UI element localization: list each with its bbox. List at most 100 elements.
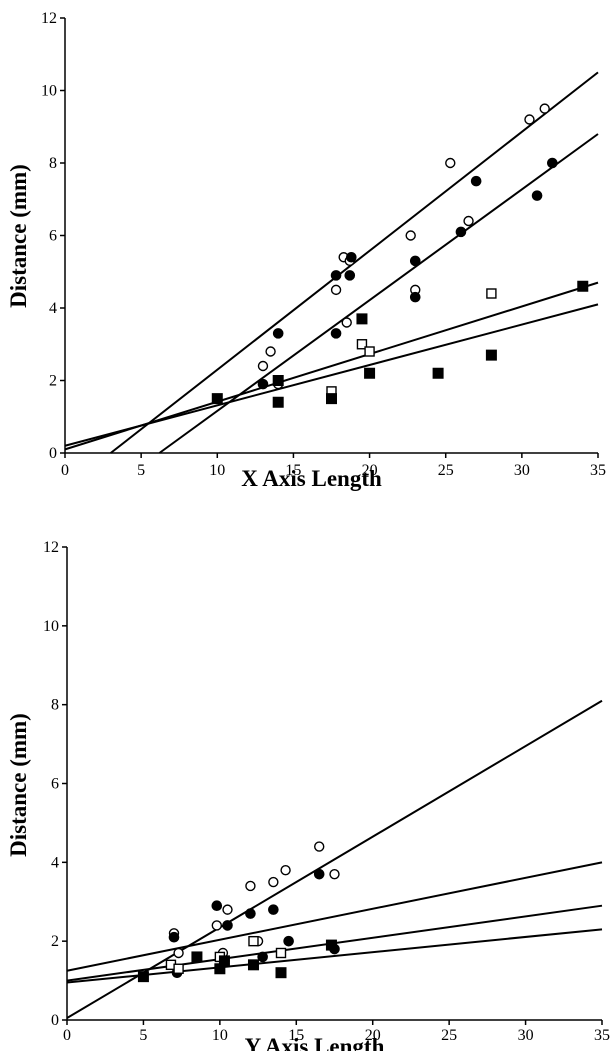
- y-axis-label: Distance (mm): [6, 713, 31, 857]
- filled-square-point: [325, 939, 337, 951]
- y-tick-label: 2: [49, 373, 57, 390]
- open-circle-point: [463, 215, 474, 227]
- open-circle-point: [280, 865, 291, 876]
- y-tick-label: 8: [49, 155, 57, 172]
- x-tick-label: 5: [137, 462, 145, 479]
- y-tick-label: 4: [49, 300, 57, 317]
- x-tick-label: 10: [212, 1027, 228, 1044]
- open-circle-point: [329, 868, 340, 880]
- filled-circle-point: [330, 270, 342, 281]
- y-tick-label: 2: [51, 933, 59, 950]
- filled-square-point: [577, 280, 589, 292]
- filled-square-point: [272, 375, 284, 386]
- open-circle-point: [314, 841, 325, 852]
- y-tick-label: 12: [43, 539, 59, 556]
- open-circle-point: [245, 880, 256, 892]
- filled-circle-point: [547, 157, 558, 169]
- filled-circle-point: [330, 328, 342, 339]
- x-axis-label: X Axis Length: [241, 466, 382, 491]
- filled-square-point: [137, 971, 149, 983]
- filled-circle-point: [409, 291, 421, 303]
- y-tick-label: 12: [41, 10, 57, 27]
- filled-circle-point: [268, 904, 279, 915]
- filled-square-point: [356, 313, 368, 325]
- filled-circle-point: [345, 251, 357, 263]
- filled-square-point: [272, 396, 284, 408]
- x-tick-label: 20: [362, 462, 378, 479]
- open-circle-point: [539, 103, 550, 114]
- y-tick-label: 10: [41, 83, 57, 100]
- x-tick-label: 25: [438, 462, 454, 479]
- open-circle-point: [524, 114, 535, 125]
- x-tick-label: 30: [514, 462, 530, 479]
- open-circle-point: [445, 157, 456, 169]
- filled-circle-point: [168, 931, 180, 943]
- open-square-point: [356, 339, 368, 350]
- x-tick-label: 0: [61, 462, 69, 479]
- filled-square-point: [432, 367, 444, 379]
- x-tick-label: 15: [288, 1027, 304, 1044]
- y-tick-label: 10: [43, 618, 59, 635]
- x-tick-label: 5: [139, 1027, 147, 1044]
- regression-line: [66, 928, 603, 984]
- open-circle-point: [173, 947, 184, 959]
- x-tick-label: 10: [209, 462, 225, 479]
- filled-square-point: [364, 367, 376, 379]
- x-tick-label: 0: [63, 1027, 71, 1044]
- open-square-point: [173, 963, 184, 974]
- filled-circle-point: [409, 255, 421, 267]
- x-tick-label: 15: [285, 462, 301, 479]
- filled-circle-point: [257, 951, 268, 963]
- filled-circle-point: [531, 190, 543, 201]
- filled-circle-point: [344, 270, 356, 281]
- y-tick-label: 6: [51, 776, 59, 793]
- filled-circle-point: [211, 900, 223, 911]
- filled-square-point: [191, 951, 203, 963]
- y-axis-label: Distance (mm): [6, 164, 31, 308]
- filled-circle-point: [272, 328, 284, 339]
- y-tick-label: 0: [51, 1012, 59, 1029]
- y-tick-label: 8: [51, 697, 59, 714]
- filled-square-point: [485, 349, 497, 361]
- open-circle-point: [222, 904, 233, 915]
- open-circle-point: [330, 284, 342, 296]
- open-circle-point: [341, 317, 352, 328]
- open-circle-point: [405, 230, 416, 241]
- filled-square-point: [218, 955, 230, 967]
- x-tick-label: 30: [518, 1027, 534, 1044]
- open-square-point: [364, 346, 375, 357]
- regression-line: [66, 861, 603, 972]
- open-square-point: [486, 288, 497, 299]
- filled-circle-point: [455, 226, 467, 238]
- x-tick-label: 35: [594, 1027, 610, 1044]
- open-square-point: [275, 947, 287, 959]
- open-circle-point: [211, 920, 223, 931]
- filled-circle-point: [283, 935, 294, 947]
- filled-square-point: [211, 393, 223, 405]
- open-circle-point: [265, 346, 276, 357]
- x-tick-label: 20: [365, 1027, 381, 1044]
- filled-circle-point: [313, 868, 325, 880]
- filled-circle-point: [257, 378, 269, 390]
- y-tick-label: 6: [49, 228, 57, 245]
- bottom-scatter-plot: 0 2 4 6 8 10 12 0 5 10 15 20 25 30 35 Y Axis Length Dist…: [6, 539, 610, 1051]
- x-axis-label: Y Axis Length: [245, 1034, 385, 1051]
- filled-circle-point: [245, 908, 256, 919]
- top-scatter-plot: 0 2 4 6 8 10 12 0 5 10 15 20 25 30 35 X Axis Length Dist…: [6, 10, 606, 491]
- y-tick-label: 4: [51, 854, 59, 871]
- open-square-point: [248, 935, 259, 947]
- filled-circle-point: [222, 920, 233, 931]
- filled-square-point: [247, 959, 259, 971]
- x-tick-label: 35: [590, 462, 606, 479]
- regression-line: [158, 133, 599, 454]
- open-circle-point: [268, 876, 279, 888]
- regression-line: [64, 303, 599, 447]
- y-tick-label: 0: [49, 445, 57, 462]
- filled-square-point: [275, 967, 287, 979]
- regression-line: [66, 699, 603, 1019]
- x-tick-label: 25: [441, 1027, 457, 1044]
- filled-circle-point: [470, 175, 482, 187]
- open-circle-point: [257, 360, 269, 372]
- filled-square-point: [326, 393, 337, 405]
